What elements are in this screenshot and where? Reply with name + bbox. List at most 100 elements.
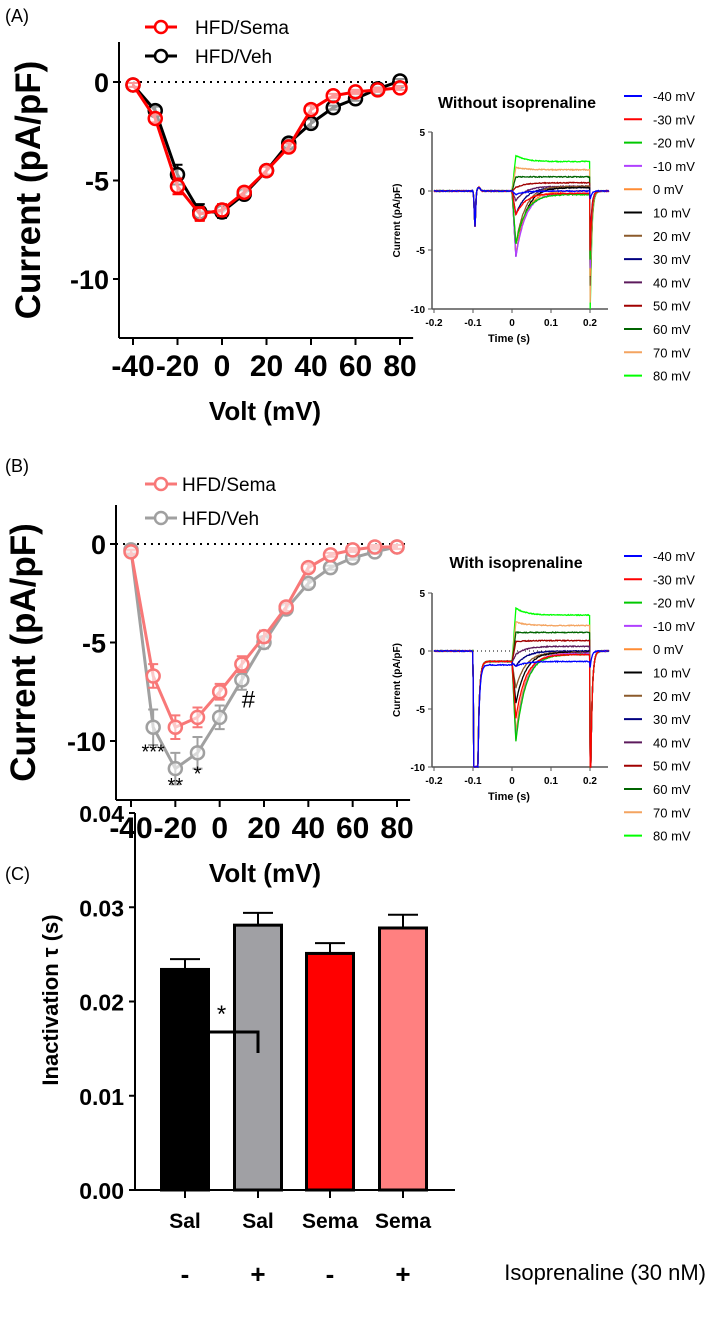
category-label: Sal (169, 1210, 201, 1233)
trace--30mv (434, 651, 609, 767)
x-tick-label: 0.1 (544, 318, 558, 329)
data-point (213, 711, 226, 724)
panel-label: (B) (5, 456, 29, 476)
traces (434, 608, 609, 767)
data-point (147, 669, 160, 682)
legend-label: 50 mV (653, 299, 691, 314)
significance-marker: # (242, 687, 256, 714)
x-axis-label: Volt (mV) (209, 858, 321, 888)
error-bar (388, 915, 418, 928)
y-tick-label: -5 (416, 246, 425, 257)
y-tick-label: -10 (411, 305, 426, 316)
x-tick-label: 0.2 (583, 776, 597, 787)
trace--10mv (434, 188, 609, 269)
x-tick-label: 60 (336, 812, 369, 845)
bar-sema (307, 953, 354, 1190)
data-point (191, 711, 204, 724)
inset-without-isoprenaline: Without isoprenaline50-5-10-0.2 -0.1 0 0.1 0… (392, 89, 695, 384)
x-tick-label: 20 (247, 812, 280, 845)
x-tick-label: -20 (154, 812, 197, 845)
legend-label: -10 mV (653, 159, 695, 174)
legend-label: HFD/Sema (195, 18, 289, 39)
data-point (349, 85, 362, 98)
data-point (235, 658, 248, 671)
legend-marker (155, 21, 167, 33)
data-point (368, 540, 381, 553)
x-tick-label: 0.1 (544, 776, 558, 787)
legend-label: HFD/Veh (182, 509, 259, 530)
x-tick-label: -20 (156, 350, 199, 383)
iv-panel: (B)0-5-10-40 -20 0 20 40 60 80Volt (mV)Current… (4, 456, 414, 888)
legend-marker (155, 50, 167, 62)
y-tick-label: -5 (82, 629, 106, 659)
series-hfd-sema (125, 540, 404, 739)
condition-sign: + (395, 1259, 410, 1289)
y-axis-label: Current (pA/pF) (4, 523, 43, 782)
x-tick-label: 60 (339, 350, 372, 383)
significance-marker: * (217, 1001, 226, 1028)
y-tick-label: -10 (67, 727, 106, 757)
legend-marker (155, 478, 167, 490)
x-tick-label: -0.1 (464, 776, 482, 787)
legend-label: 30 mV (653, 252, 691, 267)
y-tick-label: 0.01 (79, 1084, 124, 1110)
bar-sal-iso (235, 925, 282, 1190)
data-point (171, 180, 184, 193)
panel-label: (C) (5, 864, 30, 884)
y-tick-label: -5 (85, 167, 109, 197)
bar-sal (162, 969, 209, 1190)
y-tick-label: 0 (91, 530, 106, 560)
legend-label: 20 mV (653, 689, 691, 704)
legend-label: 40 mV (653, 275, 691, 290)
y-tick-label: 0.02 (79, 990, 124, 1016)
category-label: Sema (375, 1210, 431, 1233)
trace-70mv (434, 622, 609, 767)
data-point (147, 721, 160, 734)
traces (434, 156, 609, 309)
series-hfd-veh (125, 540, 404, 784)
trace--20mv (434, 651, 609, 768)
data-point (391, 540, 404, 553)
trace-80mv (434, 156, 609, 309)
condition-sign: - (326, 1259, 335, 1289)
legend-label: -20 mV (653, 596, 695, 611)
bar-sema-iso (380, 928, 427, 1190)
y-tick-label: -10 (411, 763, 426, 774)
data-point (216, 204, 229, 217)
x-tick-label: -0.2 (425, 776, 443, 787)
significance-marker: ** (168, 775, 184, 797)
data-point (394, 81, 407, 94)
legend-label: 70 mV (653, 345, 691, 360)
x-axis-label: Time (s) (488, 333, 530, 345)
y-tick-label: 0 (94, 68, 109, 98)
legend-label: 60 mV (653, 782, 691, 797)
data-point (346, 543, 359, 556)
data-point (280, 601, 293, 614)
data-point (302, 561, 315, 574)
y-tick-label: 0.03 (79, 895, 124, 921)
x-tick-label: 0 (211, 812, 228, 845)
y-tick-label: 5 (419, 589, 425, 600)
panel-label: (A) (5, 6, 29, 26)
x-tick-label: 0.2 (583, 318, 597, 329)
trace-10mv (434, 651, 609, 768)
category-label: Sema (302, 1210, 358, 1233)
x-tick-label: 80 (380, 812, 413, 845)
iv-panel: (A) 0 -5 -10 -40 -20 0 20 40 60 80 Volt (mV) Current… (5, 6, 417, 426)
legend-label: 0 mV (653, 642, 684, 657)
trace-0mv (434, 651, 609, 768)
y-axis-label: Inactivation τ (s) (38, 914, 63, 1085)
x-tick-label: 80 (383, 350, 416, 383)
legend-label: -40 mV (653, 89, 695, 104)
data-point (258, 630, 271, 643)
inset-title: Without isoprenaline (438, 95, 596, 112)
x-tick-label: 40 (294, 350, 327, 383)
y-axis-label: Current (pA/pF) (392, 184, 403, 258)
data-point (213, 685, 226, 698)
condition-sign: - (181, 1259, 190, 1289)
data-point (324, 548, 337, 561)
x-tick-label: 0 (509, 318, 515, 329)
data-point (260, 164, 273, 177)
data-point (371, 83, 384, 96)
data-point (149, 112, 162, 125)
